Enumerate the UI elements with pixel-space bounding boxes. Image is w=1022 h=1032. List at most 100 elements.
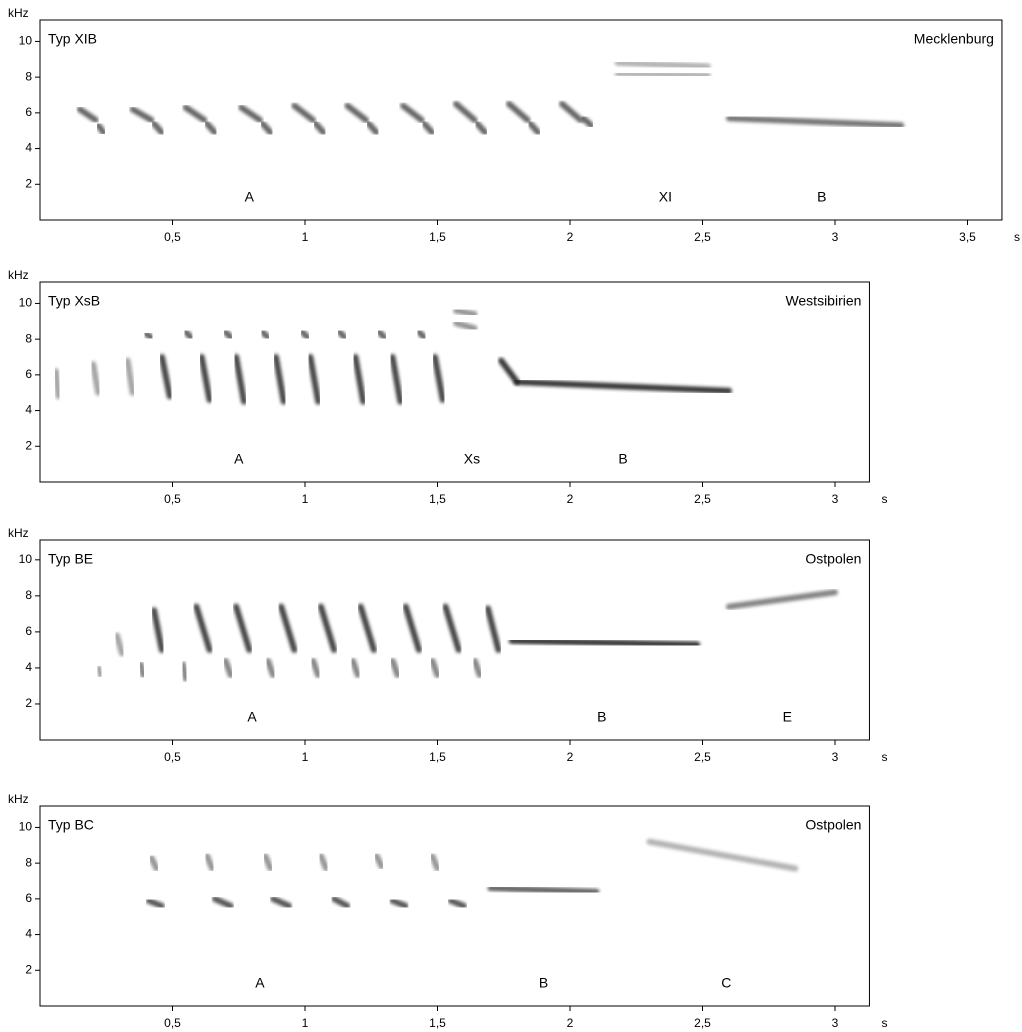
- syllable: [373, 853, 385, 870]
- syllable: [357, 603, 377, 653]
- section-label: A: [245, 189, 255, 205]
- section-label: A: [234, 451, 244, 467]
- spectrogram-panel: kHz s Typ XsB Westsibirien 2 4 6 8 10 0,5 1 1,5 2 2,5…: [8, 268, 887, 506]
- syllable: [182, 104, 208, 123]
- syllable: [389, 897, 409, 909]
- syllable: [198, 354, 213, 403]
- syllable: [442, 603, 462, 653]
- y-tick-label: 2: [25, 176, 32, 190]
- syllable: [222, 657, 234, 679]
- panel-title: Typ XsB: [48, 293, 100, 309]
- y-tick-label: 2: [25, 438, 32, 452]
- y-tick-label: 10: [19, 820, 33, 834]
- syllable: [90, 361, 102, 396]
- syllable: [431, 354, 446, 403]
- panel-title: Typ BC: [48, 817, 94, 833]
- syllable: [474, 120, 489, 136]
- syllable: [453, 307, 478, 318]
- syllable: [336, 329, 348, 341]
- y-tick-label: 4: [25, 403, 32, 417]
- syllable: [150, 120, 165, 136]
- syllable: [614, 70, 711, 79]
- syllable: [421, 120, 436, 136]
- syllable: [471, 657, 483, 679]
- syllable: [113, 632, 126, 657]
- y-tick-label: 4: [25, 927, 32, 941]
- syllable: [233, 354, 248, 405]
- syllable: [180, 661, 189, 682]
- panel-title: Typ BE: [48, 551, 93, 567]
- y-tick-label: 4: [25, 660, 32, 674]
- syllable: [402, 603, 422, 653]
- syllable: [222, 329, 234, 341]
- syllable: [376, 329, 388, 341]
- syllable: [259, 329, 271, 341]
- syllable: [429, 853, 441, 872]
- syllable: [291, 102, 316, 123]
- y-tick-label: 6: [25, 105, 32, 119]
- x-tick-label: 0,5: [164, 230, 181, 244]
- y-tick-label: 10: [19, 34, 33, 48]
- y-tick-label: 6: [25, 624, 32, 638]
- section-label: C: [721, 975, 731, 991]
- panel-location: Ostpolen: [805, 551, 861, 567]
- syllable: [487, 885, 600, 895]
- x-axis-unit: s: [881, 492, 887, 506]
- syllable: [389, 354, 404, 405]
- syllable: [580, 115, 595, 129]
- x-tick-label: 0,5: [164, 1016, 181, 1030]
- y-tick-label: 8: [25, 331, 32, 345]
- syllable: [508, 637, 701, 648]
- y-axis-unit: kHz: [8, 268, 29, 282]
- syllable: [498, 357, 520, 385]
- syllable: [270, 895, 293, 909]
- syllable: [278, 603, 298, 653]
- y-tick-label: 6: [25, 891, 32, 905]
- syllable: [145, 897, 165, 909]
- x-tick-label: 1,5: [429, 750, 446, 764]
- syllable: [129, 106, 155, 123]
- syllable: [262, 853, 274, 872]
- syllable: [559, 100, 584, 123]
- syllable: [148, 854, 160, 872]
- section-label: XI: [659, 189, 672, 205]
- x-tick-label: 3: [832, 492, 839, 506]
- x-tick-label: 2: [567, 1016, 574, 1030]
- x-axis-unit: s: [881, 1016, 887, 1030]
- section-label: E: [783, 709, 792, 725]
- syllable: [299, 329, 311, 341]
- syllable: [429, 657, 441, 679]
- syllable: [726, 115, 905, 129]
- syllable: [137, 661, 147, 679]
- syllable: [272, 354, 287, 405]
- syllable: [400, 102, 425, 123]
- x-tick-label: 2,5: [694, 1016, 711, 1030]
- syllable: [203, 853, 216, 872]
- panel-location: Ostpolen: [805, 817, 861, 833]
- section-label: A: [247, 709, 257, 725]
- syllable: [238, 104, 263, 123]
- syllable: [95, 122, 107, 136]
- section-label: B: [618, 451, 627, 467]
- syllable: [203, 120, 218, 136]
- x-tick-label: 3: [832, 1016, 839, 1030]
- spectrogram-panel: kHz s Typ BE Ostpolen 2 4 6 8 10 0,5 1 1,5 2 2,5 3 A B E: [8, 526, 887, 764]
- syllable: [646, 838, 799, 872]
- section-label: B: [817, 189, 826, 205]
- y-tick-label: 8: [25, 588, 32, 602]
- syllable: [349, 657, 361, 679]
- x-tick-label: 1,5: [429, 230, 446, 244]
- plot-frame: [39, 19, 1003, 221]
- x-tick-label: 3: [832, 750, 839, 764]
- syllable: [344, 102, 369, 123]
- syllable: [309, 657, 322, 679]
- x-tick-label: 1,5: [429, 1016, 446, 1030]
- x-tick-label: 0,5: [164, 750, 181, 764]
- y-tick-label: 4: [25, 141, 32, 155]
- syllable: [143, 330, 155, 341]
- x-tick-label: 1: [302, 492, 309, 506]
- syllable: [317, 603, 338, 653]
- x-tick-label: 0,5: [164, 492, 181, 506]
- syllable: [124, 357, 136, 396]
